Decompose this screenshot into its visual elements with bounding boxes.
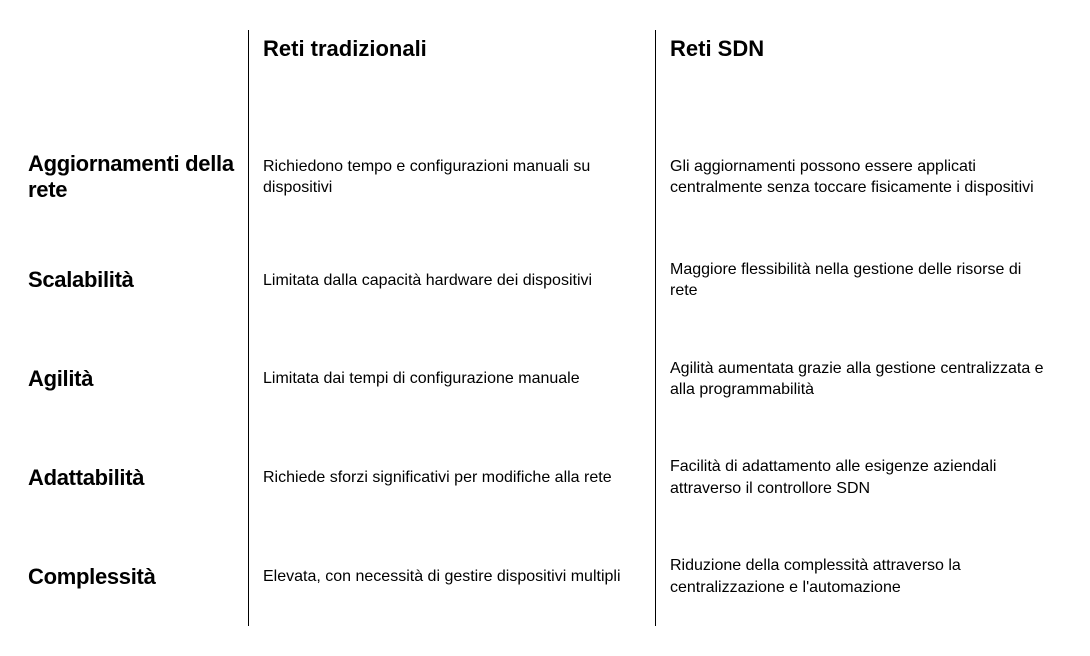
table-cell: Limitata dai tempi di configurazione man… — [248, 330, 655, 429]
table-cell: Agilità aumentata grazie alla gestione c… — [655, 330, 1062, 429]
column-header-sdn: Reti SDN — [655, 30, 1062, 124]
row-label-text: Agilità — [28, 366, 93, 392]
cell-text: Richiede sforzi significativi per modifi… — [263, 467, 612, 489]
column-header-traditional: Reti tradizionali — [248, 30, 655, 124]
row-label-agility: Agilità — [28, 330, 248, 429]
column-header-label: Reti tradizionali — [263, 36, 427, 62]
row-label-text: Adattabilità — [28, 465, 144, 491]
row-label-text: Aggiornamenti della rete — [28, 151, 238, 203]
row-label-text: Complessità — [28, 564, 156, 590]
cell-text: Elevata, con necessità di gestire dispos… — [263, 566, 621, 588]
cell-text: Agilità aumentata grazie alla gestione c… — [670, 358, 1052, 401]
table-cell: Riduzione della complessità attraverso l… — [655, 527, 1062, 626]
cell-text: Gli aggiornamenti possono essere applica… — [670, 156, 1052, 199]
cell-text: Maggiore flessibilità nella gestione del… — [670, 259, 1052, 302]
cell-text: Richiedono tempo e configurazioni manual… — [263, 156, 645, 199]
table-cell: Maggiore flessibilità nella gestione del… — [655, 231, 1062, 330]
row-label-complexity: Complessità — [28, 527, 248, 626]
table-cell: Limitata dalla capacità hardware dei dis… — [248, 231, 655, 330]
table-cell: Elevata, con necessità di gestire dispos… — [248, 527, 655, 626]
table-cell: Gli aggiornamenti possono essere applica… — [655, 124, 1062, 232]
row-label-scalability: Scalabilità — [28, 231, 248, 330]
row-label-text: Scalabilità — [28, 267, 134, 293]
table-cell: Facilità di adattamento alle esigenze az… — [655, 429, 1062, 528]
row-label-adaptability: Adattabilità — [28, 429, 248, 528]
column-header-label: Reti SDN — [670, 36, 764, 62]
cell-text: Facilità di adattamento alle esigenze az… — [670, 456, 1052, 499]
cell-text: Limitata dai tempi di configurazione man… — [263, 368, 580, 390]
row-label-updates: Aggiornamenti della rete — [28, 124, 248, 232]
comparison-table: Reti tradizionali Reti SDN Aggiornamenti… — [28, 30, 1062, 626]
table-corner-empty — [28, 30, 248, 124]
table-cell: Richiedono tempo e configurazioni manual… — [248, 124, 655, 232]
table-cell: Richiede sforzi significativi per modifi… — [248, 429, 655, 528]
cell-text: Riduzione della complessità attraverso l… — [670, 555, 1052, 598]
cell-text: Limitata dalla capacità hardware dei dis… — [263, 270, 592, 292]
